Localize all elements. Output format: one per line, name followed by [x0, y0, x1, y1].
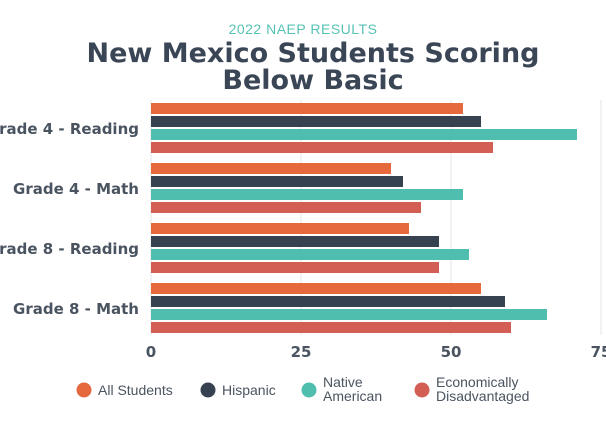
- bar-2-3: [151, 262, 439, 273]
- bar-1-1: [151, 176, 403, 187]
- category-label-1: Grade 4 - Math: [13, 180, 139, 198]
- bar-3-2: [151, 309, 547, 320]
- bar-2-1: [151, 236, 439, 247]
- bar-0-2: [151, 129, 577, 140]
- chart-title: New Mexico Students Scoring: [87, 38, 540, 69]
- x-axis-ticks: 0 25 50 75: [146, 343, 606, 361]
- chart-title-line2: Below Basic: [222, 65, 403, 96]
- bar-1-3: [151, 202, 421, 213]
- tick-label-2: 50: [441, 343, 462, 361]
- legend-label-1: Hispanic: [222, 382, 276, 398]
- legend: All Students Hispanic Native American Econom…: [76, 374, 529, 404]
- tick-label-0: 0: [146, 343, 156, 361]
- legend-label-2: Native American: [323, 374, 382, 404]
- legend-label-3: Economically Disadvantaged: [436, 374, 529, 404]
- bar-0-3: [151, 142, 493, 153]
- bars: [151, 103, 577, 333]
- bar-3-0: [151, 283, 481, 294]
- bar-1-2: [151, 189, 463, 200]
- tick-label-1: 25: [291, 343, 312, 361]
- legend-marker-2: [301, 382, 317, 398]
- category-label-3: Grade 8 - Math: [13, 300, 139, 318]
- legend-label-0: All Students: [98, 382, 173, 398]
- chart-subtitle: 2022 NAEP RESULTS: [229, 21, 378, 37]
- legend-marker-1: [200, 382, 216, 398]
- category-labels: Grade 4 - Reading Grade 4 - Math Grade 8 -…: [0, 120, 139, 318]
- bar-3-3: [151, 322, 511, 333]
- bar-1-0: [151, 163, 391, 174]
- bar-0-0: [151, 103, 463, 114]
- tick-label-3: 75: [591, 343, 606, 361]
- legend-marker-3: [414, 382, 430, 398]
- category-label-0: Grade 4 - Reading: [0, 120, 139, 138]
- bar-2-2: [151, 249, 469, 260]
- bar-2-0: [151, 223, 409, 234]
- category-label-2: Grade 8 - Reading: [0, 240, 139, 258]
- bar-3-1: [151, 296, 505, 307]
- bar-0-1: [151, 116, 481, 127]
- legend-marker-0: [76, 382, 92, 398]
